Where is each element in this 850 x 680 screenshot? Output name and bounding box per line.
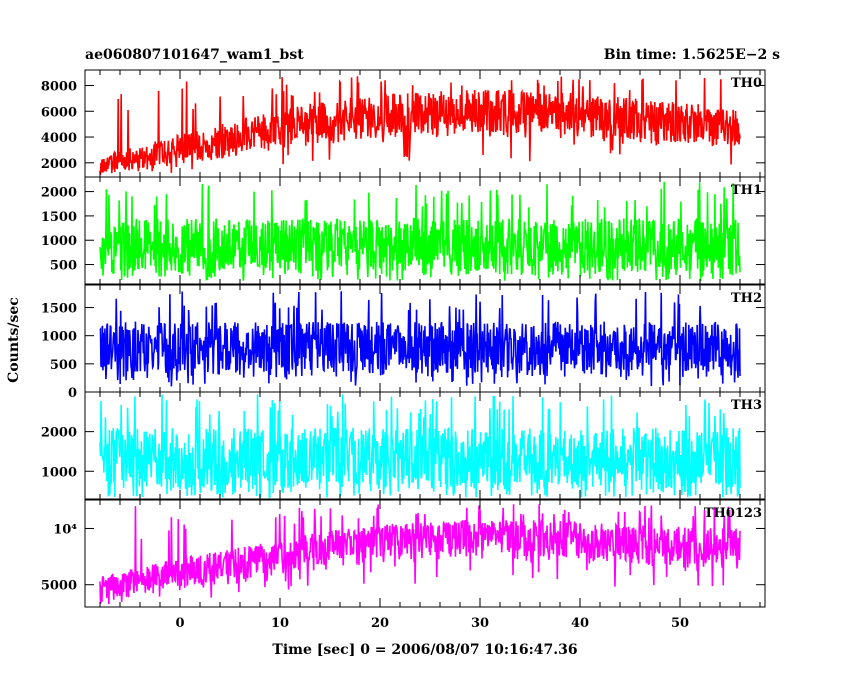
panel-th3: 1000 2000 TH3	[41, 391, 766, 500]
panel-th0: 2000 4000 6000 8000 TH0	[41, 69, 766, 178]
x-tick-label: 50	[671, 616, 689, 631]
y-tick-label: 2000	[41, 157, 77, 172]
panel-label-th1: TH1	[731, 183, 762, 198]
y-tick-label: 2000	[41, 186, 77, 201]
panel-label-th0123: TH0123	[704, 506, 762, 521]
y-tick-label: 1500	[41, 210, 77, 225]
series-th1-trace	[99, 181, 741, 282]
y-tick-label: 5000	[41, 579, 77, 594]
x-axis-title: Time [sec] 0 = 2006/08/07 10:16:47.36	[272, 642, 577, 658]
y-tick-label: 2000	[41, 426, 77, 441]
panel-frame	[84, 391, 766, 500]
y-tick-label: 0	[68, 386, 77, 401]
x-tick-label: 0	[175, 616, 184, 631]
y-tick-label: 1000	[41, 330, 77, 345]
chart-title: ae060807101647_wam1_bst	[85, 47, 304, 63]
y-axis-title: Counts/sec	[6, 297, 22, 383]
y-tick-label: 1500	[41, 302, 77, 317]
panel-th1: 500 1000 1500 2000 TH1	[41, 176, 766, 285]
series-th0123-trace	[99, 504, 741, 605]
x-tick-label: 20	[371, 616, 389, 631]
x-tick-label: 40	[571, 616, 589, 631]
series-th2-trace	[99, 291, 741, 387]
panel-label-th0: TH0	[731, 76, 762, 91]
y-tick-label: 1000	[41, 465, 77, 480]
series-th3-trace	[99, 394, 741, 499]
bin-time-label: Bin time: 1.5625E−2 s	[604, 47, 780, 63]
x-tick-label: 10	[271, 616, 289, 631]
y-tick-label: 500	[50, 259, 77, 274]
series-th0-trace	[99, 76, 741, 175]
y-tick-label: 8000	[41, 79, 77, 94]
y-tick-label: 1000	[41, 234, 77, 249]
panel-th2: 0 500 1000 1500 TH2	[41, 284, 766, 401]
y-tick-label: 500	[50, 358, 77, 373]
panel-frame	[84, 176, 766, 285]
panel-th0123: 5000 10⁴ TH0123	[41, 499, 766, 608]
panel-label-th2: TH2	[731, 291, 762, 306]
panel-label-th3: TH3	[731, 398, 762, 413]
panel-frame	[84, 499, 766, 608]
x-tick-label: 30	[471, 616, 489, 631]
y-tick-label: 6000	[41, 105, 77, 120]
y-tick-label: 10⁴	[53, 522, 77, 537]
y-tick-label: 4000	[41, 131, 77, 146]
